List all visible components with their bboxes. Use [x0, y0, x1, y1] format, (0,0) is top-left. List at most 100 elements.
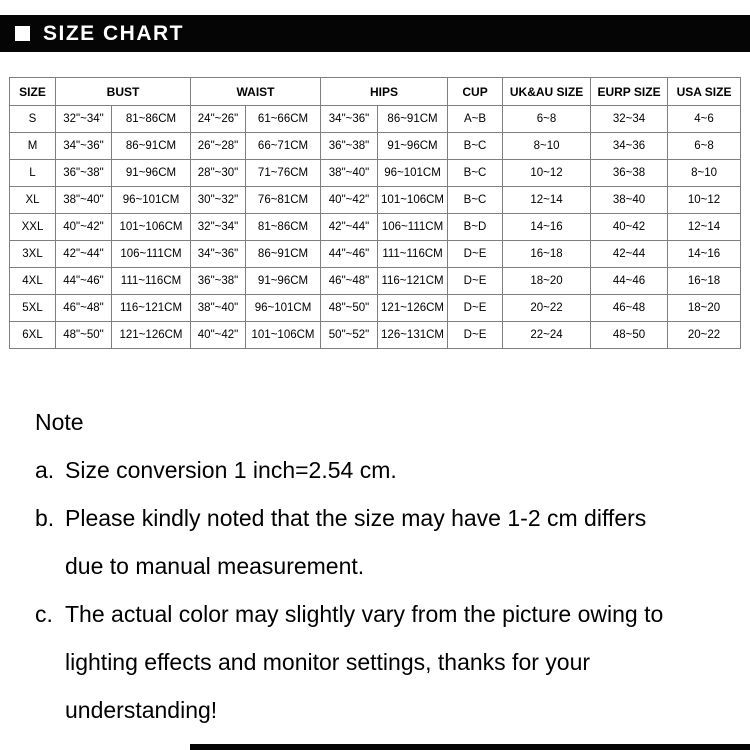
note-item-text: due to manual measurement.	[65, 552, 365, 579]
value-cell: 20~22	[502, 294, 592, 322]
value-cell: 121~126CM	[110, 321, 192, 349]
size-cell: L	[9, 159, 56, 187]
size-cell: XL	[9, 186, 56, 214]
size-cell: M	[9, 132, 56, 160]
value-cell: 10~12	[667, 186, 742, 214]
note-item-label: c.	[35, 600, 53, 627]
value-cell: 50"~52"	[320, 321, 379, 349]
value-cell: 81~86CM	[110, 105, 192, 133]
value-cell: B~C	[447, 159, 504, 187]
note-item-label: a.	[35, 456, 55, 483]
value-cell: 126~131CM	[377, 321, 449, 349]
value-cell: 81~86CM	[245, 213, 322, 241]
value-cell: A~B	[447, 105, 504, 133]
value-cell: 36~38	[590, 159, 669, 187]
value-cell: 32"~34"	[55, 105, 112, 133]
column-header-eurp-size: EURP SIZE	[590, 77, 669, 106]
value-cell: 46"~48"	[55, 294, 112, 322]
value-cell: 30"~32"	[190, 186, 247, 214]
value-cell: 36"~38"	[190, 267, 247, 295]
value-cell: 36"~38"	[55, 159, 112, 187]
table-row: M 34"~36" 86~91CM 26"~28" 66~71CM 36"~38" 91~9…	[9, 132, 742, 160]
value-cell: D~E	[447, 240, 504, 268]
note-line: due to manual measurement.	[35, 542, 735, 590]
value-cell: 16~18	[502, 240, 592, 268]
table-header: SIZE BUST WAIST HIPS CUP UK&AU SIZE EURP…	[9, 77, 742, 106]
value-cell: D~E	[447, 321, 504, 349]
column-header-cup: CUP	[447, 77, 504, 106]
value-cell: B~C	[447, 186, 504, 214]
table-header-row: SIZE BUST WAIST HIPS CUP UK&AU SIZE EURP…	[9, 77, 742, 106]
value-cell: B~C	[447, 132, 504, 160]
value-cell: 40"~42"	[190, 321, 247, 349]
note-line: a. Size conversion 1 inch=2.54 cm.	[35, 446, 735, 494]
value-cell: 48"~50"	[55, 321, 112, 349]
column-header-waist: WAIST	[190, 77, 322, 106]
column-header-hips: HIPS	[320, 77, 449, 106]
value-cell: 40"~42"	[55, 213, 112, 241]
value-cell: 91~96CM	[110, 159, 192, 187]
value-cell: 101~106CM	[245, 321, 322, 349]
table-row: XL 38"~40" 96~101CM 30"~32" 76~81CM 40"~42" 10…	[9, 186, 742, 214]
value-cell: 6~8	[667, 132, 742, 160]
value-cell: 86~91CM	[110, 132, 192, 160]
value-cell: 26"~28"	[190, 132, 247, 160]
table-row: L 36"~38" 91~96CM 28"~30" 71~76CM 38"~40" 96~1…	[9, 159, 742, 187]
column-header-size: SIZE	[9, 77, 56, 106]
value-cell: 12~14	[667, 213, 742, 241]
table-row: 5XL 46"~48" 116~121CM 38"~40" 96~101CM 48"~50…	[9, 294, 742, 322]
value-cell: 48"~50"	[320, 294, 379, 322]
value-cell: 116~121CM	[377, 267, 449, 295]
size-table-body: S 32"~34" 81~86CM 24"~26" 61~66CM 34"~36" 86~9…	[9, 105, 742, 349]
section-title-bar: SIZE CHART	[0, 15, 750, 52]
value-cell: 8~10	[667, 159, 742, 187]
value-cell: 6~8	[502, 105, 592, 133]
value-cell: 38"~40"	[190, 294, 247, 322]
value-cell: 14~16	[667, 240, 742, 268]
size-cell: 5XL	[9, 294, 56, 322]
value-cell: 14~16	[502, 213, 592, 241]
value-cell: 101~106CM	[110, 213, 192, 241]
column-header-uk-au-size: UK&AU SIZE	[502, 77, 592, 106]
value-cell: 111~116CM	[377, 240, 449, 268]
value-cell: 12~14	[502, 186, 592, 214]
table-row: 6XL 48"~50" 121~126CM 40"~42" 101~106CM 50"~5…	[9, 321, 742, 349]
value-cell: 44~46	[590, 267, 669, 295]
value-cell: 18~20	[667, 294, 742, 322]
square-bullet-icon	[15, 26, 30, 41]
value-cell: 44"~46"	[55, 267, 112, 295]
table-row: S 32"~34" 81~86CM 24"~26" 61~66CM 34"~36" 86~9…	[9, 105, 742, 133]
value-cell: 22~24	[502, 321, 592, 349]
notes-section: Note a. Size conversion 1 inch=2.54 cm. b.…	[35, 398, 735, 734]
value-cell: 42"~44"	[55, 240, 112, 268]
note-item-text: lighting effects and monitor settings, t…	[65, 648, 591, 675]
column-header-usa-size: USA SIZE	[667, 77, 742, 106]
value-cell: 34"~36"	[320, 105, 379, 133]
value-cell: 86~91CM	[377, 105, 449, 133]
value-cell: 4~6	[667, 105, 742, 133]
value-cell: 42"~44"	[320, 213, 379, 241]
note-item-label: b.	[35, 504, 55, 531]
value-cell: 8~10	[502, 132, 592, 160]
value-cell: 106~111CM	[110, 240, 192, 268]
note-line: understanding!	[35, 686, 735, 734]
value-cell: 18~20	[502, 267, 592, 295]
value-cell: 96~101CM	[377, 159, 449, 187]
value-cell: 38"~40"	[55, 186, 112, 214]
notes-list: a. Size conversion 1 inch=2.54 cm. b. Pleas…	[35, 446, 735, 734]
column-header-bust: BUST	[54, 77, 192, 106]
value-cell: 42~44	[590, 240, 669, 268]
value-cell: 46"~48"	[320, 267, 379, 295]
note-item-text: understanding!	[65, 696, 218, 723]
value-cell: 36"~38"	[320, 132, 379, 160]
value-cell: 16~18	[667, 267, 742, 295]
table-row: 3XL 42"~44" 106~111CM 34"~36" 86~91CM 44"~46"…	[9, 240, 742, 268]
value-cell: 116~121CM	[110, 294, 192, 322]
section-title: SIZE CHART	[43, 21, 184, 45]
value-cell: 61~66CM	[245, 105, 322, 133]
note-line: b. Please kindly noted that the size may …	[35, 494, 735, 542]
note-item-text: Please kindly noted that the size may ha…	[65, 504, 647, 531]
value-cell: 20~22	[667, 321, 742, 349]
note-item-text: Size conversion 1 inch=2.54 cm.	[65, 456, 397, 483]
value-cell: D~E	[447, 294, 504, 322]
